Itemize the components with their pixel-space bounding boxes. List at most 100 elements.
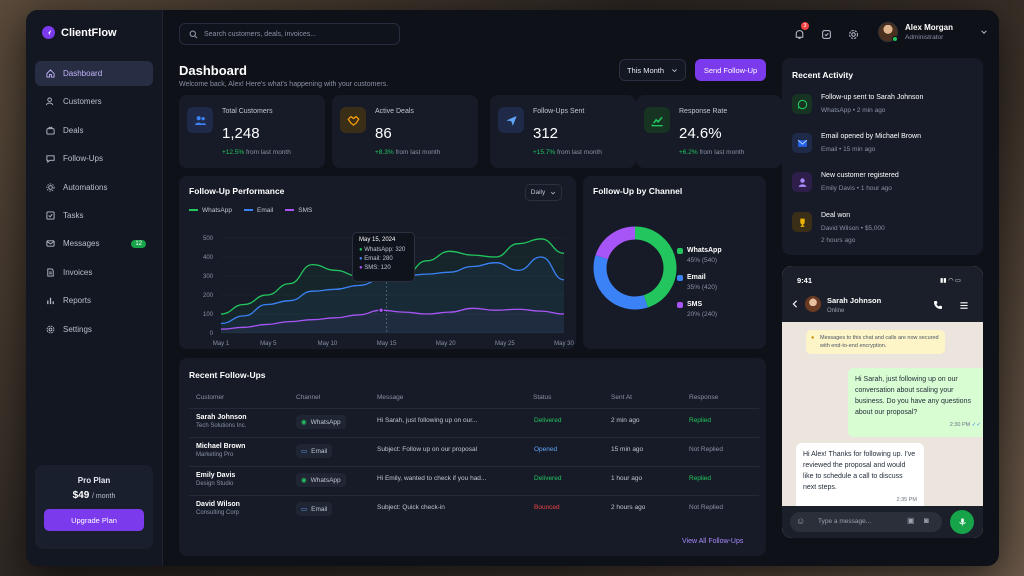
stat-icon-bg (187, 107, 213, 133)
sidebar-item-messages[interactable]: Messages 12 (35, 231, 153, 256)
donut-slice-email[interactable] (593, 255, 648, 310)
handshake-icon (346, 115, 360, 126)
plan-price-amount: $49 (72, 490, 90, 501)
user-icon (798, 177, 806, 187)
phone-clock: 9:41 (797, 276, 813, 285)
send-followup-button[interactable]: Send Follow-Up (695, 59, 766, 81)
sidebar-item-customers[interactable]: Customers (35, 89, 153, 114)
sidebar-item-settings[interactable]: Settings (35, 317, 153, 342)
briefcase-icon (46, 126, 55, 135)
voice-message-button[interactable] (950, 510, 974, 534)
sidebar-item-label: Follow-Ups (63, 154, 104, 164)
view-all-link[interactable]: View All Follow-Ups (682, 538, 744, 545)
chat-input[interactable]: Type a message... (818, 518, 872, 525)
sidebar-item-label: Tasks (63, 210, 84, 220)
table-row[interactable]: Michael Brown Marketing Pro ▭ Email Subjec… (189, 437, 759, 466)
sidebar-item-label: Deals (63, 125, 84, 135)
channel-badge: ▭ Email (296, 444, 333, 458)
legend-swatch (677, 275, 683, 281)
column-header-channel[interactable]: Channel (296, 394, 321, 401)
message-time-value: 2:30 PM (949, 422, 971, 428)
tooltip-value: 320 (395, 247, 406, 253)
chat-input-field[interactable]: ☺ Type a message... ▣ ◙ (790, 512, 942, 532)
activity-subtitle: Email • 15 min ago (821, 146, 876, 153)
donut-slice-whatsapp[interactable] (634, 226, 677, 308)
avatar (878, 22, 898, 42)
stat-label: Response Rate (679, 108, 728, 115)
donut-slice-sms[interactable] (595, 226, 636, 260)
performance-line-chart[interactable]: 0 100 200 300 400 500 May 1 May 5 May 10 May 15 Ma… (179, 176, 576, 349)
legend-swatch (677, 248, 683, 254)
notifications-button[interactable]: 3 (794, 22, 809, 39)
encryption-notice-text: Messages to this chat and calls are now … (820, 335, 939, 349)
user-menu[interactable]: Alex Morgan Administrator (878, 22, 988, 42)
legend-item-whatsapp[interactable]: WhatsApp (189, 207, 232, 214)
trending-up-icon (651, 116, 663, 126)
sidebar-item-dashboard[interactable]: Dashboard (35, 61, 153, 86)
column-header-response[interactable]: Response (689, 394, 719, 401)
data-point-sms[interactable] (378, 307, 384, 313)
message-cell: Subject: Quick check-in (377, 504, 445, 511)
table-row[interactable]: Sarah Johnson Tech Solutions Inc. ◉ WhatsA… (189, 408, 759, 437)
contact-name: Sarah Johnson (827, 296, 882, 305)
x-tick-label: May 5 (260, 341, 277, 347)
column-header-customer[interactable]: Customer (196, 394, 225, 401)
sidebar-item-invoices[interactable]: Invoices (35, 260, 153, 285)
settings-button[interactable] (848, 27, 859, 39)
whatsapp-icon: ◉ (301, 419, 307, 426)
stat-card-total-customers[interactable]: Total Customers 1,248 +12.5% from last m… (179, 95, 325, 168)
column-header-message[interactable]: Message (377, 394, 404, 401)
range-select[interactable]: Daily (525, 184, 562, 201)
search-bar[interactable]: Search customers, deals, invoices... (179, 23, 400, 45)
y-tick-label: 100 (203, 312, 214, 318)
mail-icon: ▭ (301, 448, 308, 455)
search-input[interactable]: Search customers, deals, invoices... (204, 30, 317, 38)
message-bubble-incoming[interactable]: Hi Alex! Thanks for following up. I've r… (796, 443, 924, 512)
series-line-sms[interactable] (220, 307, 565, 330)
phone-call-icon[interactable] (933, 300, 943, 310)
channel-donut-chart[interactable] (583, 176, 766, 349)
message-bubble-outgoing[interactable]: Hi Sarah, just following up on our conve… (848, 368, 983, 437)
inbox-button[interactable] (821, 27, 832, 39)
document-icon (47, 268, 54, 277)
column-header-sent-at[interactable]: Sent At (611, 394, 632, 401)
channel-label: WhatsApp (310, 418, 341, 426)
response-cell: Not Replied (689, 446, 723, 453)
activity-subtitle: David Wilson • $5,000 (821, 225, 885, 232)
legend-item-sms[interactable]: SMS (285, 207, 312, 214)
sidebar-item-deals[interactable]: Deals (35, 118, 153, 143)
stat-card-active-deals[interactable]: Active Deals 86 +8.3% from last month (332, 95, 478, 168)
stat-delta-suffix: from last month (699, 149, 745, 156)
sidebar-item-label: Settings (63, 324, 92, 334)
period-select[interactable]: This Month (619, 59, 686, 81)
emoji-icon[interactable]: ☺ (796, 516, 806, 526)
stat-value: 312 (533, 125, 559, 142)
chevron-down-icon (551, 191, 556, 194)
sidebar-item-automations[interactable]: Automations (35, 175, 153, 200)
sidebar-item-tasks[interactable]: Tasks (35, 203, 153, 228)
channel-title: Follow-Up by Channel (593, 186, 683, 196)
sidebar-item-reports[interactable]: Reports (35, 288, 153, 313)
table-row[interactable]: David Wilson Consulting Corp ▭ Email Subje… (189, 495, 759, 524)
stat-delta: +6.2% from last month (679, 149, 744, 156)
attach-icon[interactable]: ▣ (907, 516, 915, 525)
channel-card: Follow-Up by Channel WhatsApp 45% (540) E… (583, 176, 766, 349)
plan-price: $49 / month (35, 490, 153, 501)
checklist-icon (46, 211, 55, 220)
legend-item-email[interactable]: Email (244, 207, 273, 214)
back-arrow-icon[interactable] (791, 300, 799, 308)
table-row[interactable]: Emily Davis Design Studio ◉ WhatsApp Hi Em… (189, 466, 759, 495)
shield-check-icon (822, 30, 831, 39)
camera-icon[interactable]: ◙ (924, 516, 929, 525)
tooltip-date: May 15, 2024 (359, 237, 396, 243)
stat-card-response-rate[interactable]: Response Rate 24.6% +6.2% from last mont… (636, 95, 782, 168)
sidebar-item-followups[interactable]: Follow-Ups (35, 146, 153, 171)
upgrade-plan-button[interactable]: Upgrade Plan (44, 509, 144, 531)
series-area-email (221, 257, 564, 333)
column-header-status[interactable]: Status (533, 394, 552, 401)
stat-delta-suffix: from last month (395, 149, 441, 156)
menu-icon[interactable] (959, 301, 969, 310)
brand[interactable]: ClientFlow (42, 26, 117, 39)
recent-followups-card: Recent Follow-Ups (179, 358, 766, 556)
stat-card-followups-sent[interactable]: Follow-Ups Sent 312 +15.7% from last mon… (490, 95, 636, 168)
